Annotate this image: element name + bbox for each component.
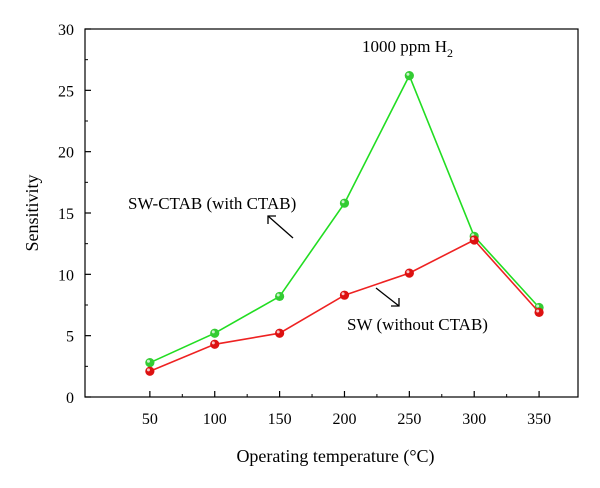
axes-layer: 50 100 150 200 250 300 350 0 5 10 15 20 25 30 Operatin… xyxy=(22,22,579,467)
y-tick-label: 30 xyxy=(58,22,74,39)
data-point xyxy=(210,339,220,349)
sw-arrow xyxy=(375,287,400,307)
y-tick-label: 15 xyxy=(58,206,74,223)
y-axis-title: Sensitivity xyxy=(22,174,42,251)
data-point-highlight xyxy=(536,304,540,308)
data-point xyxy=(534,307,544,317)
data-point xyxy=(339,198,350,208)
data-point-highlight xyxy=(341,292,345,296)
x-tick-label: 200 xyxy=(332,411,356,428)
sw-series-label: SW (without CTAB) xyxy=(347,315,488,334)
x-tick-label: 350 xyxy=(527,411,551,428)
data-point-highlight xyxy=(276,330,280,334)
data-point-highlight xyxy=(471,237,475,241)
series-2 xyxy=(145,235,544,376)
data-point-highlight xyxy=(536,309,540,313)
x-tick-label: 100 xyxy=(203,411,227,428)
data-point-highlight xyxy=(211,330,215,334)
data-point-highlight xyxy=(406,270,410,274)
data-point-highlight xyxy=(146,359,150,363)
data-point xyxy=(275,291,285,302)
y-tick-label: 5 xyxy=(66,329,74,346)
data-point-highlight xyxy=(341,200,345,204)
data-point xyxy=(404,71,414,81)
data-point-highlight xyxy=(211,341,215,345)
data-point-highlight xyxy=(146,368,150,372)
data-point xyxy=(404,268,414,278)
y-tick-label: 25 xyxy=(58,83,74,100)
x-tick-label: 50 xyxy=(142,411,158,428)
annotation-layer: 1000 ppm H2 SW-CTAB (with CTAB) SW (with… xyxy=(128,37,488,334)
x-axis-title: Operating temperature (°C) xyxy=(236,446,434,467)
y-tick-label: 20 xyxy=(58,145,74,162)
gas-concentration-label: 1000 ppm H2 xyxy=(362,37,453,60)
data-point xyxy=(210,328,220,338)
x-tick-label: 150 xyxy=(268,411,292,428)
plot-frame xyxy=(84,28,579,398)
data-point xyxy=(469,235,479,245)
x-tick-label: 300 xyxy=(462,411,486,428)
data-point xyxy=(145,358,155,368)
y-tick-label: 0 xyxy=(66,390,74,407)
data-point-highlight xyxy=(406,72,410,76)
data-point xyxy=(339,290,350,300)
series-layer xyxy=(145,71,544,376)
ctab-arrow xyxy=(267,215,294,239)
data-point xyxy=(145,366,155,376)
y-tick-label: 10 xyxy=(58,267,74,284)
data-point xyxy=(275,328,285,338)
x-tick-label: 250 xyxy=(397,411,421,428)
ctab-series-label: SW-CTAB (with CTAB) xyxy=(128,194,296,213)
series-line xyxy=(149,239,540,372)
data-point-highlight xyxy=(276,293,280,297)
